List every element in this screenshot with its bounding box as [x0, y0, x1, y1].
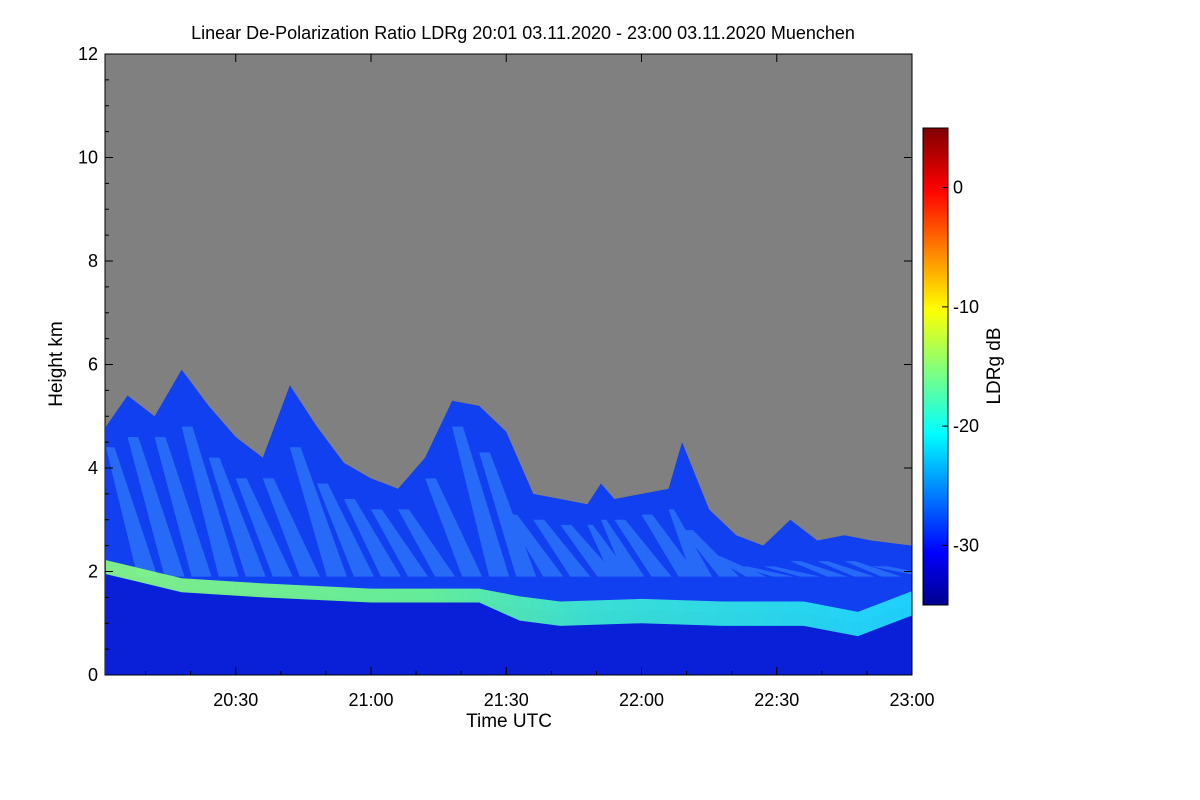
cloud-wisps [105, 426, 912, 577]
y-tick-label: 2 [88, 562, 98, 582]
y-tick-label: 8 [88, 251, 98, 271]
y-axis-label: Height km [46, 321, 67, 407]
x-axis: 20:30 21:00 21:30 22:00 22:30 23:00 [145, 54, 935, 710]
x-tick-label: 20:30 [213, 690, 258, 710]
colorbar-tick-label: -10 [953, 297, 979, 317]
x-tick-label: 22:30 [754, 690, 799, 710]
colorbar-tick-label: -20 [953, 416, 979, 436]
x-tick-label: 21:00 [348, 690, 393, 710]
x-tick-label: 22:00 [619, 690, 664, 710]
y-tick-label: 12 [78, 44, 98, 64]
chart-title: Linear De-Polarization Ratio LDRg 20:01 … [191, 23, 855, 43]
x-tick-label: 21:30 [484, 690, 529, 710]
plot-area [105, 54, 912, 675]
colorbar-tick-label: -30 [953, 535, 979, 555]
y-tick-label: 6 [88, 355, 98, 375]
colorbar-ticks: 0 -10 -20 -30 [942, 178, 979, 555]
depolarizing-layer [105, 560, 912, 637]
x-tick-label: 23:00 [889, 690, 934, 710]
y-axis: 0 2 4 6 8 10 12 [78, 44, 912, 685]
x-axis-label: Time UTC [466, 711, 552, 732]
y-tick-label: 4 [88, 458, 98, 478]
colorbar-tick-label: 0 [953, 178, 963, 198]
colorbar-label: LDRg dB [984, 327, 1005, 404]
y-tick-label: 0 [88, 665, 98, 685]
y-tick-label: 10 [78, 148, 98, 168]
colorbar [922, 127, 949, 606]
